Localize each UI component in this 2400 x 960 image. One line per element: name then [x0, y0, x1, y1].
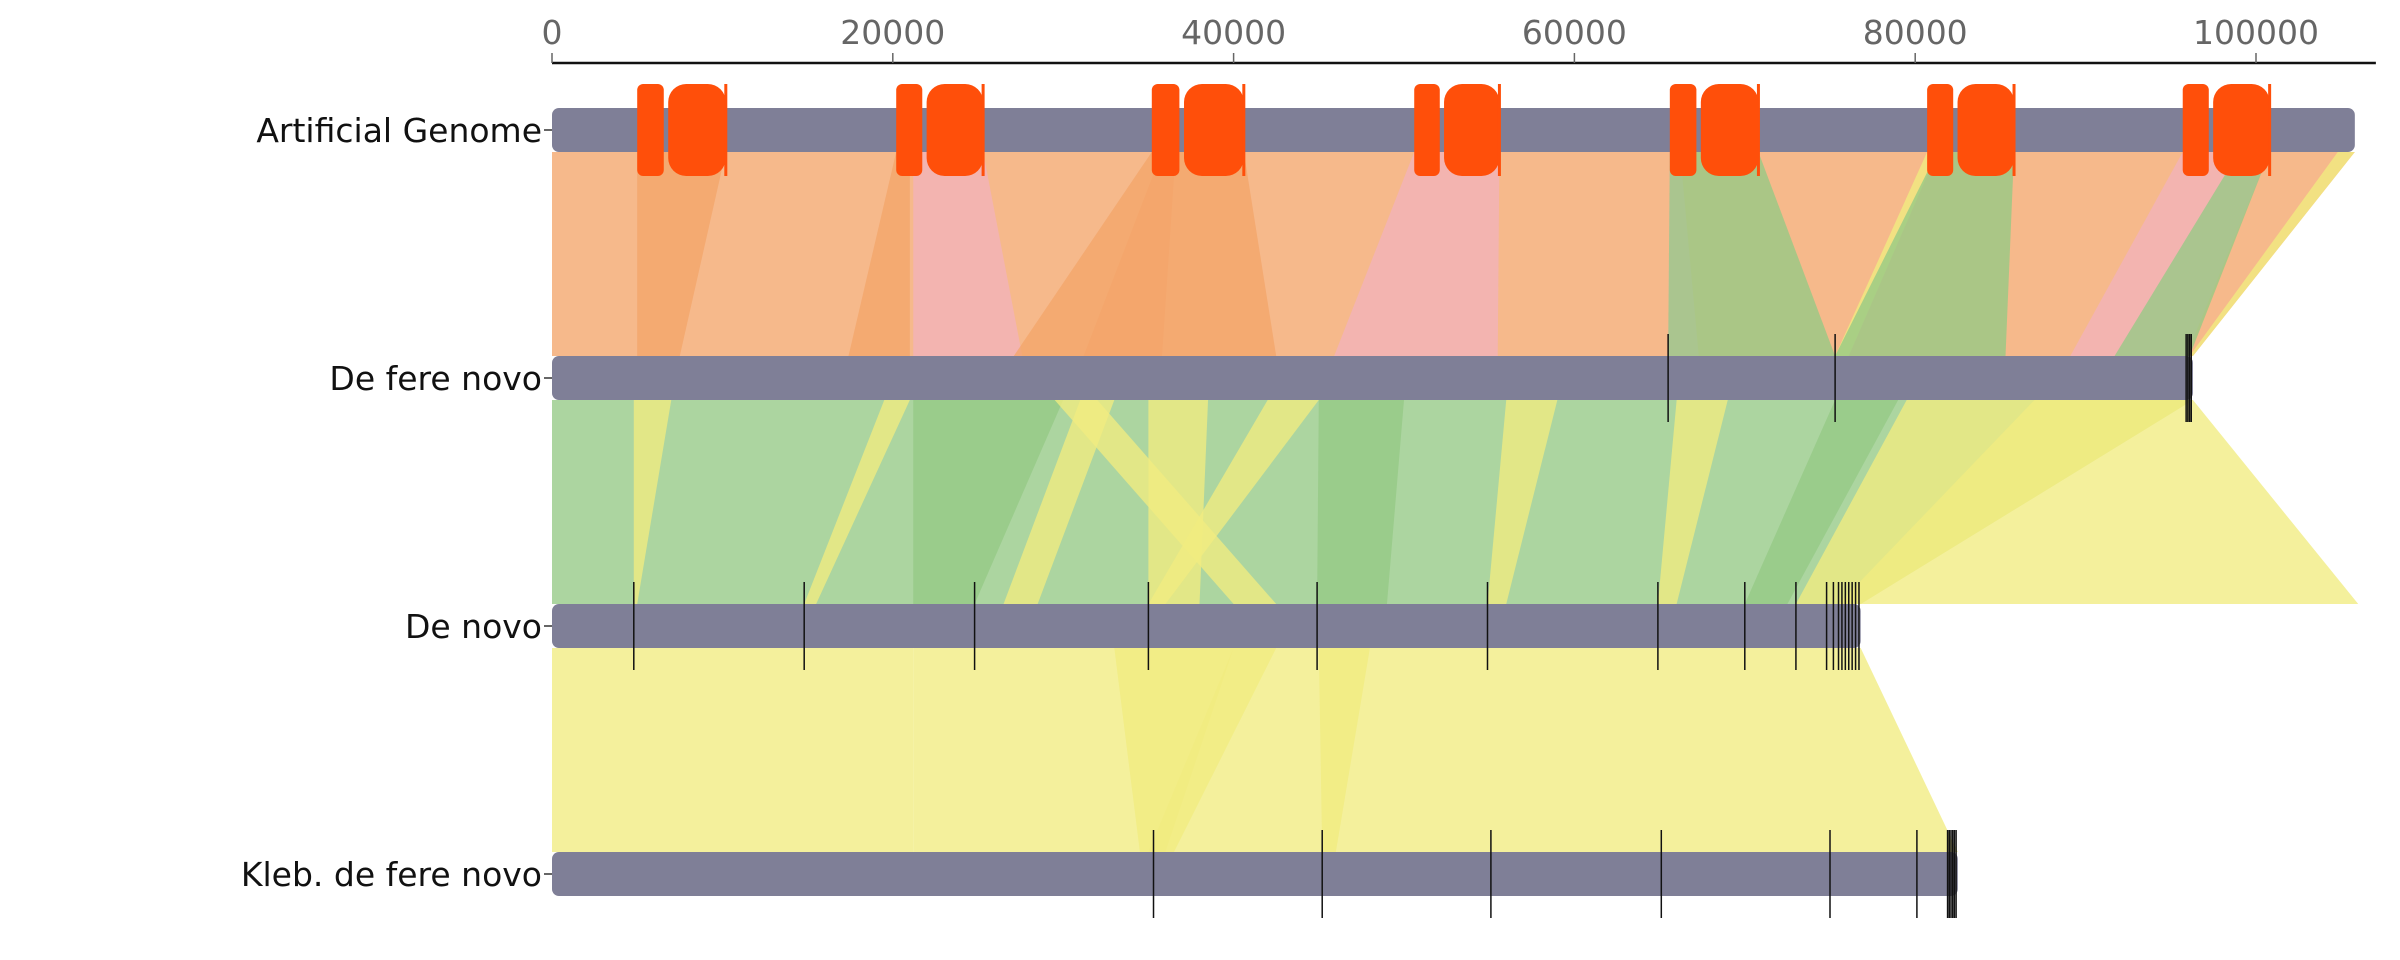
gene-block	[1957, 84, 2015, 176]
alignment-link	[913, 152, 1023, 356]
gene-feature	[896, 84, 985, 176]
alignment-link	[1668, 152, 1836, 356]
gene-block	[1700, 84, 1759, 176]
gene-feature	[1151, 84, 1246, 176]
alignment-link	[1487, 400, 1558, 604]
alignment-link	[637, 152, 726, 356]
alignment-link	[1835, 152, 2015, 356]
alignment-link	[1148, 648, 1277, 852]
axis-tick-label: 20000	[840, 13, 945, 52]
gene-feature	[637, 84, 728, 176]
alignment-link	[1318, 648, 1370, 852]
gene-block	[1669, 84, 1697, 176]
track-label: De fere novo	[329, 359, 542, 398]
gene-feature	[2182, 84, 2272, 176]
track-denovo: De novo	[405, 582, 1861, 670]
gene-feature	[1927, 84, 2016, 176]
alignment-link	[848, 152, 910, 356]
track-label: Artificial Genome	[256, 111, 542, 150]
gene-block	[896, 84, 923, 176]
track-label: Kleb. de fere novo	[241, 855, 542, 894]
alignment-links	[552, 152, 2359, 852]
track-kleb: Kleb. de fere novo	[241, 830, 1958, 918]
gene-block	[926, 84, 984, 176]
alignment-link	[913, 648, 1958, 852]
axis-tick-label: 80000	[1863, 13, 1968, 52]
gene-block	[637, 84, 664, 176]
alignment-link	[1657, 400, 1728, 604]
gene-block	[1927, 84, 1954, 176]
axis-tick-label: 0	[542, 13, 563, 52]
coordinate-axis: 0 20000 40000 60000 80000 100000	[542, 13, 2376, 65]
alignment-link	[913, 400, 1064, 604]
alignment-link	[1114, 648, 1234, 852]
track-bar	[552, 356, 2193, 400]
gene-block	[1184, 84, 1244, 176]
alignment-link	[1083, 152, 1277, 356]
gene-feature	[1414, 84, 1501, 176]
track-defere: De fere novo	[329, 334, 2193, 422]
alignment-link	[1148, 400, 1319, 604]
track-bar	[552, 852, 1958, 896]
alignment-link	[1334, 152, 1500, 356]
axis-tick-label: 60000	[1522, 13, 1627, 52]
alignment-link	[2189, 152, 2355, 356]
axis-tick-label: 100000	[2193, 13, 2319, 52]
alignment-link	[804, 400, 910, 604]
axis-tick-label: 40000	[1181, 13, 1286, 52]
alignment-link	[1003, 400, 1115, 604]
alignment-link	[1838, 400, 2359, 604]
gene-block	[2213, 84, 2270, 176]
gene-block	[1414, 84, 1440, 176]
track-bar	[552, 604, 1861, 648]
gene-feature	[1669, 84, 1760, 176]
alignment-link	[633, 400, 672, 604]
track-artificial: Artificial Genome	[256, 84, 2355, 176]
alignment-link	[1744, 400, 1899, 604]
alignment-link	[552, 648, 914, 852]
alignment-link	[1317, 400, 1404, 604]
track-label: De novo	[405, 607, 542, 646]
genome-tracks: Artificial Genome De fere novo De novo Kleb…	[241, 84, 2355, 918]
alignment-link	[2114, 152, 2270, 356]
gene-block	[1444, 84, 1500, 176]
gene-block	[668, 84, 726, 176]
gene-block	[2182, 84, 2209, 176]
gene-block	[1151, 84, 1180, 176]
